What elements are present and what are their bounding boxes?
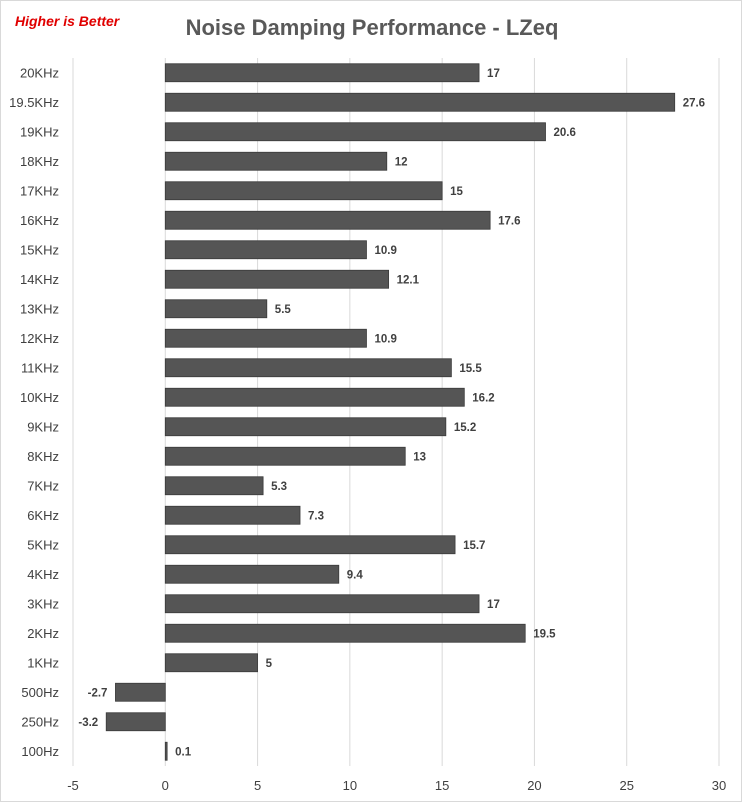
data-label: 13	[413, 451, 426, 463]
data-label: 19.5	[533, 628, 556, 640]
bar	[164, 741, 168, 761]
bar	[164, 63, 480, 83]
data-label: 5.3	[271, 481, 287, 493]
category-label: 17KHz	[20, 183, 59, 198]
data-label: -3.2	[78, 717, 98, 729]
bar	[164, 417, 447, 437]
category-label: 3KHz	[27, 596, 59, 611]
category-label: 250Hz	[21, 714, 59, 729]
data-label: 20.6	[554, 127, 576, 139]
x-tick-label: 5	[254, 778, 261, 793]
chart-title: Noise Damping Performance - LZeq	[185, 15, 559, 40]
higher-is-better-note: Higher is Better	[15, 13, 120, 29]
bar	[164, 564, 340, 584]
category-label: 6KHz	[27, 508, 59, 523]
data-label: 5.5	[275, 304, 292, 316]
bar	[164, 122, 546, 142]
category-label: 11KHz	[21, 360, 59, 375]
data-label: 27.6	[683, 97, 705, 109]
category-label: 14KHz	[20, 272, 59, 287]
bar	[164, 151, 388, 171]
bar	[115, 682, 166, 702]
data-label: 0.1	[175, 746, 192, 758]
bar	[164, 299, 268, 319]
bar	[164, 210, 491, 230]
data-label: 15.7	[463, 540, 485, 552]
bar	[164, 92, 676, 112]
category-label: 5KHz	[27, 537, 59, 552]
category-label: 100Hz	[21, 744, 59, 759]
bar	[164, 269, 390, 289]
category-label: 15KHz	[20, 242, 59, 257]
x-tick-label: 25	[619, 778, 633, 793]
bar	[164, 446, 406, 466]
category-label: 12KHz	[20, 331, 59, 346]
bar	[105, 712, 166, 732]
category-label: 2KHz	[27, 626, 59, 641]
category-label: 4KHz	[27, 567, 59, 582]
data-label: 15	[450, 186, 463, 198]
category-label: 10KHz	[20, 390, 59, 405]
data-label: 17.6	[498, 215, 520, 227]
data-label: 17	[487, 68, 500, 80]
data-label: 10.9	[374, 245, 396, 257]
bar	[164, 623, 526, 643]
bar	[164, 240, 367, 260]
category-label: 19.5KHz	[9, 95, 59, 110]
bar	[164, 653, 258, 673]
category-label: 1KHz	[27, 655, 59, 670]
data-label: 17	[487, 599, 500, 611]
x-tick-label: -5	[67, 778, 79, 793]
data-label: 16.2	[472, 392, 494, 404]
x-tick-label: 10	[343, 778, 357, 793]
data-label: 10.9	[374, 333, 396, 345]
data-label: 15.5	[459, 363, 482, 375]
data-label: 15.2	[454, 422, 476, 434]
bar	[164, 181, 443, 201]
bar	[164, 505, 301, 525]
x-tick-label: 15	[435, 778, 449, 793]
category-label: 19KHz	[20, 124, 59, 139]
category-label: 18KHz	[20, 154, 59, 169]
data-label: -2.7	[88, 687, 108, 699]
data-label: 9.4	[347, 569, 364, 581]
data-label: 7.3	[308, 510, 324, 522]
category-label: 20KHz	[20, 65, 59, 80]
bar	[164, 535, 456, 555]
bar	[164, 387, 465, 407]
bar	[164, 594, 480, 614]
category-label: 9KHz	[27, 419, 59, 434]
category-label: 16KHz	[20, 213, 59, 228]
x-tick-label: 20	[527, 778, 541, 793]
x-tick-label: 30	[712, 778, 726, 793]
data-label: 12.1	[397, 274, 420, 286]
data-label: 5	[266, 658, 273, 670]
bar	[164, 328, 367, 348]
data-label: 12	[395, 156, 408, 168]
category-label: 500Hz	[21, 685, 59, 700]
bar	[164, 358, 452, 378]
category-label: 7KHz	[27, 478, 59, 493]
bar	[164, 476, 264, 496]
category-label: 13KHz	[20, 301, 59, 316]
category-label: 8KHz	[27, 449, 59, 464]
x-tick-label: 0	[162, 778, 169, 793]
